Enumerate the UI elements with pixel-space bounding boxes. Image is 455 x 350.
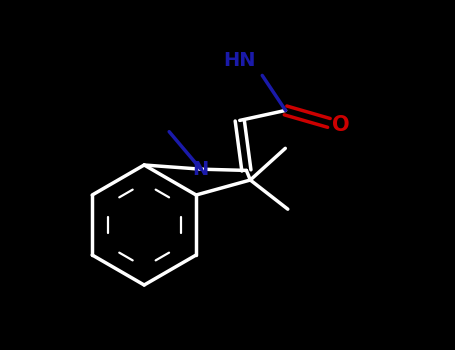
- Text: O: O: [332, 114, 349, 135]
- Text: N: N: [193, 160, 209, 178]
- Text: HN: HN: [223, 51, 256, 70]
